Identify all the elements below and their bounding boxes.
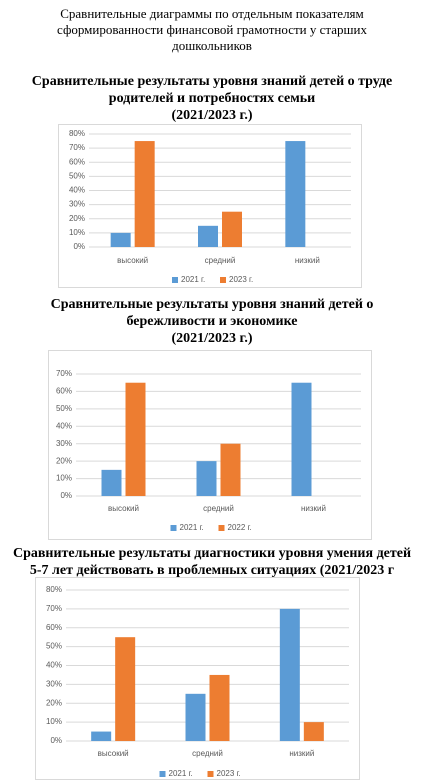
y-tick-label: 30%: [46, 679, 62, 688]
x-tick-label: средний: [205, 256, 236, 265]
bar: [303, 722, 324, 741]
x-tick-label: низкий: [301, 504, 326, 513]
bar: [134, 141, 155, 247]
bar: [115, 637, 136, 741]
y-tick-label: 80%: [46, 585, 62, 594]
y-tick-label: 50%: [69, 171, 85, 180]
legend-swatch: [170, 525, 177, 531]
legend-swatch: [218, 525, 225, 531]
chart-heading: Сравнительные результаты уровня знаний д…: [31, 74, 393, 123]
legend-swatch: [159, 771, 166, 777]
chart: 0% 10% 20% 30% 40% 50% 60% 70% 80% высокий средний…: [58, 124, 362, 288]
bar: [220, 443, 241, 496]
x-tick-label: высокий: [108, 504, 139, 513]
y-tick-label: 70%: [56, 369, 72, 378]
y-tick-label: 60%: [46, 623, 62, 632]
bar: [110, 232, 131, 247]
bar: [209, 674, 230, 741]
y-tick-label: 60%: [56, 387, 72, 396]
y-tick-label: 20%: [46, 698, 62, 707]
chart: 0% 10% 20% 30% 40% 50% 60% 70% 80% высокий средний…: [35, 577, 360, 780]
document-title: Сравнительные диаграммы по отдельным пок…: [57, 6, 367, 53]
bar: [285, 141, 306, 247]
x-tick-label: высокий: [98, 749, 129, 758]
x-tick-label: высокий: [117, 256, 148, 265]
chart-heading: Сравнительные результаты уровня знаний д…: [50, 297, 374, 346]
bar: [125, 382, 146, 496]
bar: [222, 211, 242, 247]
y-tick-label: 80%: [69, 129, 85, 138]
chart: 0% 10% 20% 30% 40% 50% 60% 70% высокий средний низ…: [48, 350, 372, 540]
x-tick-label: средний: [203, 504, 234, 513]
legend-swatch: [207, 771, 214, 777]
bar: [279, 608, 300, 741]
legend-label: 2021 г.: [169, 769, 193, 778]
y-tick-label: 40%: [69, 186, 85, 195]
bar: [185, 693, 206, 741]
y-tick-label: 0%: [73, 242, 85, 251]
bar: [198, 225, 218, 247]
legend-label: 2023 г.: [229, 275, 253, 284]
x-tick-label: низкий: [295, 256, 320, 265]
y-tick-label: 70%: [69, 143, 85, 152]
y-tick-label: 30%: [56, 439, 72, 448]
y-tick-label: 70%: [46, 604, 62, 613]
y-tick-label: 10%: [56, 474, 72, 483]
legend-label: 2023 г.: [217, 769, 241, 778]
legend-label: 2021 г.: [181, 275, 205, 284]
x-tick-label: низкий: [289, 749, 314, 758]
bar: [91, 731, 112, 741]
y-tick-label: 50%: [46, 642, 62, 651]
y-tick-label: 10%: [46, 717, 62, 726]
y-tick-label: 20%: [56, 456, 72, 465]
y-tick-label: 50%: [56, 404, 72, 413]
legend-label: 2021 г.: [180, 523, 204, 532]
legend-swatch: [172, 277, 178, 283]
y-tick-label: 30%: [69, 200, 85, 209]
y-tick-label: 40%: [46, 661, 62, 670]
x-tick-label: средний: [192, 749, 223, 758]
y-tick-label: 0%: [50, 736, 62, 745]
bar: [196, 461, 217, 496]
y-tick-label: 10%: [69, 228, 85, 237]
y-tick-label: 60%: [69, 157, 85, 166]
y-tick-label: 0%: [60, 491, 72, 500]
legend-swatch: [220, 277, 226, 283]
bar: [101, 469, 122, 496]
bar: [291, 382, 312, 496]
chart-heading: Сравнительные результаты диагностики уро…: [12, 546, 412, 578]
y-tick-label: 40%: [56, 421, 72, 430]
y-tick-label: 20%: [69, 214, 85, 223]
legend-label: 2022 г.: [228, 523, 252, 532]
